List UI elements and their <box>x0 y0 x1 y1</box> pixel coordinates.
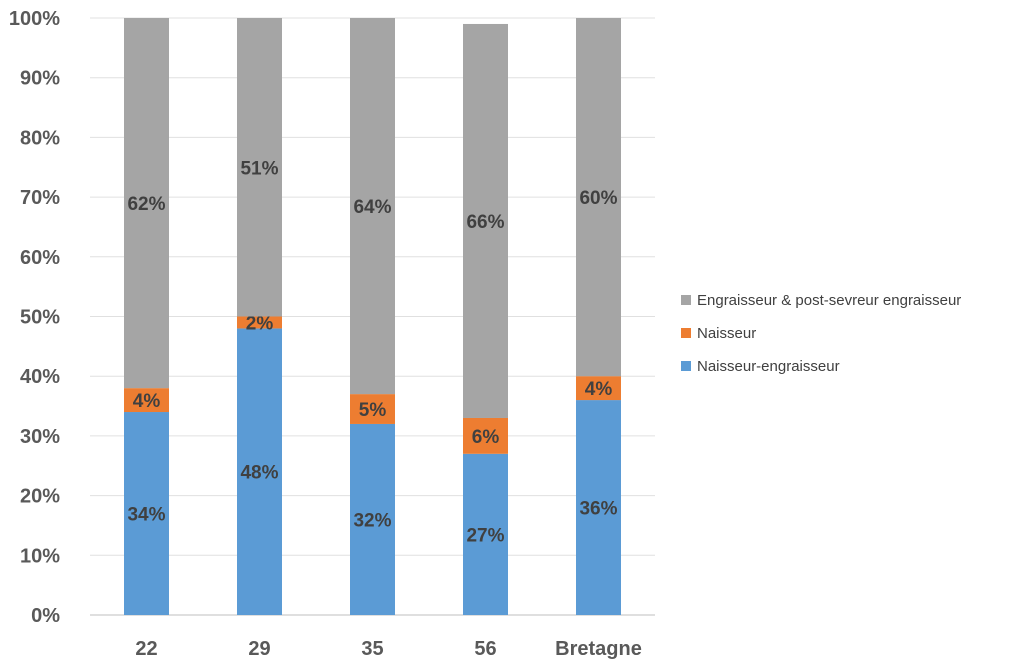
data-label: 66% <box>466 212 504 233</box>
data-label: 60% <box>579 188 617 209</box>
y-tick-label: 30% <box>20 426 60 448</box>
bar-segment <box>124 18 169 389</box>
data-label: 4% <box>133 391 161 412</box>
data-label: 5% <box>359 400 387 421</box>
legend-marker <box>681 328 691 338</box>
y-tick-label: 60% <box>20 247 60 269</box>
y-tick-label: 40% <box>20 366 60 388</box>
data-label: 27% <box>466 525 504 546</box>
data-label: 64% <box>353 197 391 218</box>
bar-segment <box>463 453 508 615</box>
data-label: 2% <box>246 313 274 334</box>
bar-segment <box>576 376 621 401</box>
bar-segment <box>237 328 282 615</box>
bar-segment <box>124 412 169 615</box>
y-tick-label: 100% <box>9 8 60 30</box>
bar-segment <box>350 394 395 424</box>
data-label: 34% <box>127 505 165 526</box>
data-label: 48% <box>240 463 278 484</box>
bar-segment <box>576 400 621 615</box>
bar-segment <box>350 18 395 395</box>
y-tick-label: 0% <box>31 605 60 627</box>
x-tick-label: 29 <box>248 638 270 660</box>
data-label: 36% <box>579 499 617 520</box>
data-label: 51% <box>240 158 278 179</box>
data-label: 32% <box>353 510 391 531</box>
x-tick-label: 22 <box>135 638 157 660</box>
legend-label: Naisseur-engraisseur <box>697 358 840 375</box>
bar-segment <box>463 23 508 418</box>
x-tick-label: 56 <box>474 638 496 660</box>
legend-label: Naisseur <box>697 325 756 342</box>
bar-segment <box>350 423 395 615</box>
bar-segment <box>463 417 508 454</box>
y-tick-label: 80% <box>20 127 60 149</box>
y-tick-label: 70% <box>20 187 60 209</box>
y-tick-label: 90% <box>20 68 60 90</box>
legend-label: Engraisseur & post-sevreur engraisseur <box>697 292 961 309</box>
bar-segment <box>237 316 282 329</box>
y-tick-label: 10% <box>20 545 60 567</box>
bar-segment <box>124 388 169 413</box>
data-label: 6% <box>472 427 500 448</box>
x-tick-label: Bretagne <box>555 638 642 660</box>
x-tick-label: 35 <box>361 638 383 660</box>
data-label: 62% <box>127 194 165 215</box>
legend-marker <box>681 361 691 371</box>
y-tick-label: 50% <box>20 307 60 329</box>
data-label: 4% <box>585 379 613 400</box>
bar-segment <box>237 18 282 317</box>
bar-segment <box>576 18 621 377</box>
legend-marker <box>681 295 691 305</box>
y-tick-label: 20% <box>20 486 60 508</box>
